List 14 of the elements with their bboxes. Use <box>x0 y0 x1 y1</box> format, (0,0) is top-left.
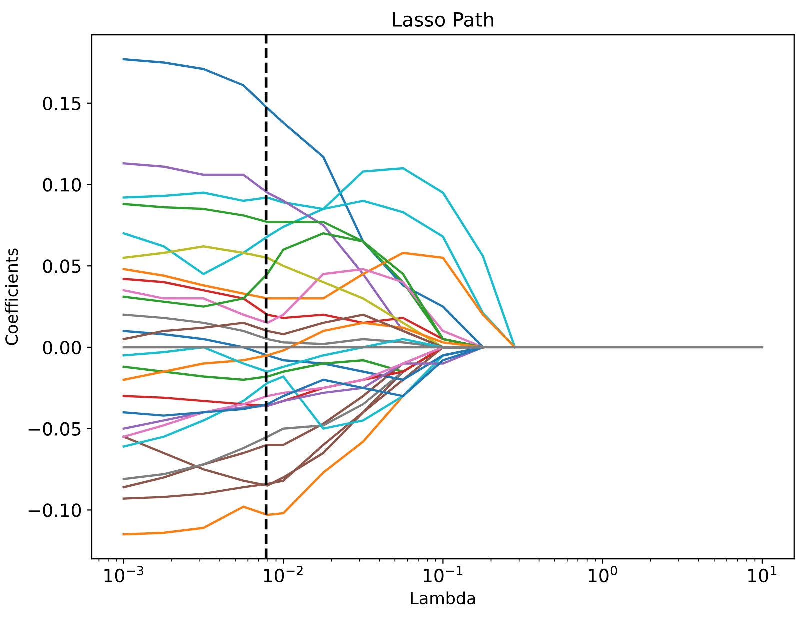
x-tick-label: 10$^{−2}$ <box>264 566 303 583</box>
x-tick-label: 10$^{0}$ <box>588 566 618 583</box>
y-tick-label: 0.15 <box>43 96 81 111</box>
y-tick-label: −0.10 <box>28 504 82 518</box>
y-tick-label: 0.00 <box>43 340 82 355</box>
y-tick-label: −0.05 <box>28 422 81 436</box>
y-tick-label: 0.10 <box>43 178 82 192</box>
y-tick-label: 0.05 <box>43 260 81 274</box>
x-tick-label: 10$^{−3}$ <box>104 566 144 583</box>
x-tick-label: 10$^{−1}$ <box>424 566 463 583</box>
x-axis-title: Lambda <box>411 592 476 605</box>
x-tick-label: 10$^{1}$ <box>748 566 777 583</box>
chart-title: Lasso Path <box>393 12 494 27</box>
y-axis-title: Coefficients <box>5 248 18 346</box>
